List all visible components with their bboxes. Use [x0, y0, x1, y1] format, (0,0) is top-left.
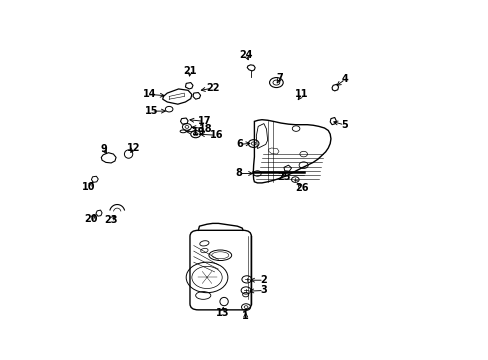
Text: 13: 13	[215, 308, 228, 318]
Text: 19: 19	[191, 127, 204, 137]
Text: 14: 14	[143, 90, 157, 99]
Text: 16: 16	[209, 130, 223, 140]
Text: 1: 1	[242, 311, 248, 321]
Text: 26: 26	[294, 183, 308, 193]
Text: 22: 22	[205, 83, 219, 93]
Text: 24: 24	[239, 50, 252, 60]
Text: 2: 2	[260, 275, 267, 285]
Text: 21: 21	[183, 67, 196, 76]
Text: 17: 17	[197, 116, 211, 126]
Text: 7: 7	[276, 73, 283, 83]
Text: 4: 4	[341, 74, 348, 84]
Text: 11: 11	[294, 90, 308, 99]
Text: 5: 5	[341, 120, 347, 130]
Text: 18: 18	[199, 123, 212, 134]
Text: 20: 20	[84, 214, 97, 224]
Text: 8: 8	[235, 168, 242, 179]
Text: 9: 9	[100, 144, 107, 153]
Text: 12: 12	[127, 143, 141, 153]
Text: 10: 10	[81, 183, 95, 192]
Text: 3: 3	[260, 285, 267, 296]
Text: 15: 15	[144, 106, 158, 116]
Text: 23: 23	[104, 215, 118, 225]
Text: 6: 6	[236, 139, 243, 149]
Text: 25: 25	[277, 172, 290, 182]
